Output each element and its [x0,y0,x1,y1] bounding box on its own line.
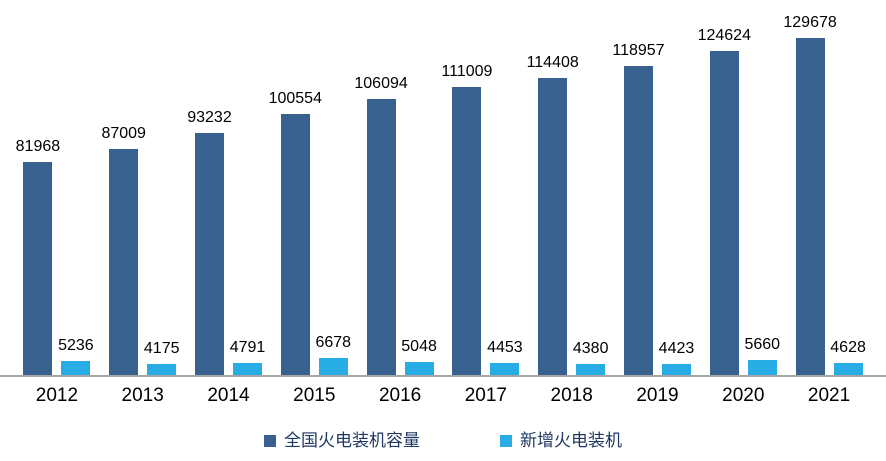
bar-new-installed-2018: 4380 [573,340,608,375]
value-label: 4175 [143,340,180,358]
bar-total-capacity-2012: 81968 [16,138,60,375]
x-axis-label-2020: 2020 [722,385,765,406]
value-label: 6678 [315,334,352,352]
value-label: 4628 [830,339,866,357]
value-label: 5048 [401,338,437,356]
x-axis-label-2017: 2017 [464,385,508,406]
legend-swatch-new-installed [500,435,512,448]
bar-new-installed-2012: 5236 [58,337,94,375]
x-axis-label-2021: 2021 [807,385,851,406]
bar-new-installed-2017: 4453 [487,339,523,375]
legend-swatch-total-capacity [264,435,276,448]
value-label: 87009 [101,125,146,143]
bar-total-capacity-2015: 100554 [269,90,322,375]
value-label: 114408 [526,54,579,72]
bar-new-installed-2021: 4628 [830,339,866,375]
bar-group-2017: 111009 4453 [441,0,529,375]
x-axis: 2012 2013 2014 2015 2016 2017 2018 2019 2020 2021 [0,377,886,407]
bar-new-installed-2014: 4791 [230,339,265,375]
legend-label-total-capacity: 全国火电装机容量 [284,430,420,450]
legend-label-new-installed: 新增火电装机 [520,430,622,450]
value-label: 5236 [58,337,94,355]
x-axis-label-2019: 2019 [636,385,679,406]
legend-item-total-capacity: 全国火电装机容量 [264,430,420,451]
bar-total-capacity-2016: 106094 [354,75,408,375]
value-label: 4791 [229,339,266,357]
bar-total-capacity-2020: 124624 [698,27,751,375]
bar-total-capacity-2017: 111009 [441,63,492,375]
bar-group-2018: 114408 4380 [527,0,615,375]
bar-group-2013: 87009 4175 [100,0,186,375]
x-axis-label-2016: 2016 [378,385,422,406]
x-axis-label-2012: 2012 [35,385,79,406]
bar-new-installed-2016: 5048 [401,338,437,375]
value-label: 81968 [15,138,61,156]
bar-new-installed-2015: 6678 [315,334,351,375]
x-axis-label-2013: 2013 [121,385,164,406]
value-label: 100554 [268,90,322,108]
bar-group-2020: 124624 5660 [698,0,786,375]
bar-new-installed-2013: 4175 [144,340,179,375]
value-label: 93232 [187,109,232,127]
legend: 全国火电装机容量 新增火电装机 [0,430,886,451]
bar-total-capacity-2013: 87009 [101,125,146,375]
value-label: 129678 [783,14,837,32]
bar-new-installed-2020: 5660 [744,336,780,375]
value-label: 5660 [744,336,781,354]
value-label: 4380 [572,340,609,358]
value-label: 4453 [487,339,523,357]
bar-total-capacity-2014: 93232 [187,109,232,375]
value-label: 4423 [658,340,695,358]
bar-group-2012: 81968 5236 [14,0,100,375]
bar-group-2021: 129678 4628 [783,0,872,375]
x-axis-label-2014: 2014 [207,385,250,406]
value-label: 111009 [441,63,493,81]
value-label: 106094 [354,75,408,93]
bar-group-2014: 93232 4791 [186,0,272,375]
bar-group-2016: 106094 5048 [354,0,443,375]
bar-new-installed-2019: 4423 [659,340,694,375]
plot-area: 81968 5236 87009 4175 93232 4791 100554 6678 106… [0,0,886,377]
bar-total-capacity-2021: 129678 [783,14,837,375]
bar-group-2015: 100554 6678 [269,0,357,375]
legend-item-new-installed: 新增火电装机 [500,430,622,451]
x-axis-label-2018: 2018 [550,385,593,406]
bar-total-capacity-2019: 118957 [612,42,665,375]
value-label: 124624 [697,27,751,45]
bar-total-capacity-2018: 114408 [527,54,579,375]
value-label: 118957 [612,42,665,60]
bar-group-2019: 118957 4423 [612,0,701,375]
x-axis-label-2015: 2015 [293,385,336,406]
